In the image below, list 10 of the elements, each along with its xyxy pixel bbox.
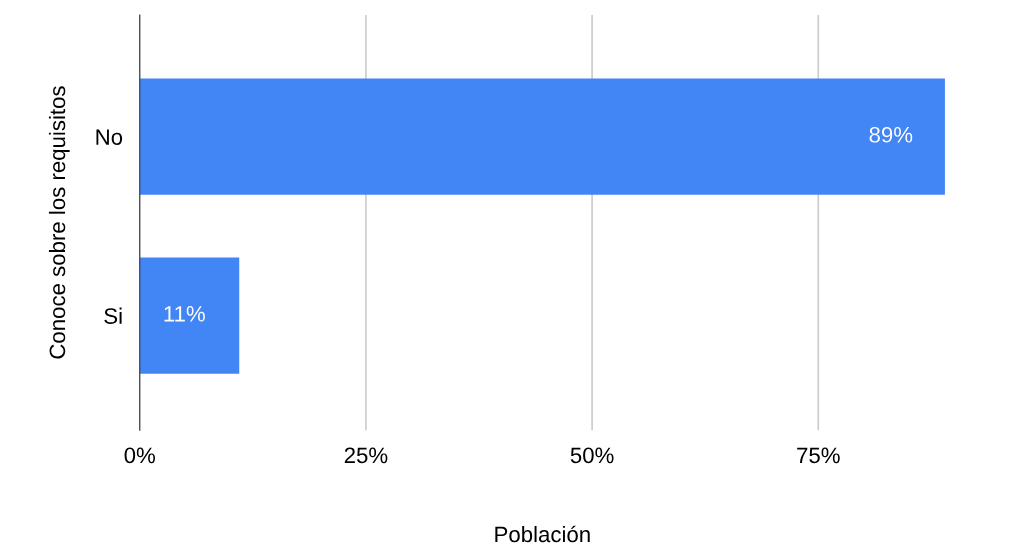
y-tick-label: No (96, 129, 123, 145)
y-axis-title: Conoce sobre los requisitos (48, 86, 70, 359)
x-tick-label: 50% (570, 447, 614, 464)
x-tick-label: 0% (124, 447, 155, 464)
x-tick-label: 25% (344, 447, 388, 464)
x-tick-label: 75% (797, 447, 840, 464)
x-axis-title: Población (495, 525, 590, 543)
data-label: 89% (869, 126, 913, 143)
y-tick-label: Si (104, 307, 122, 324)
data-label: 11% (164, 305, 205, 322)
